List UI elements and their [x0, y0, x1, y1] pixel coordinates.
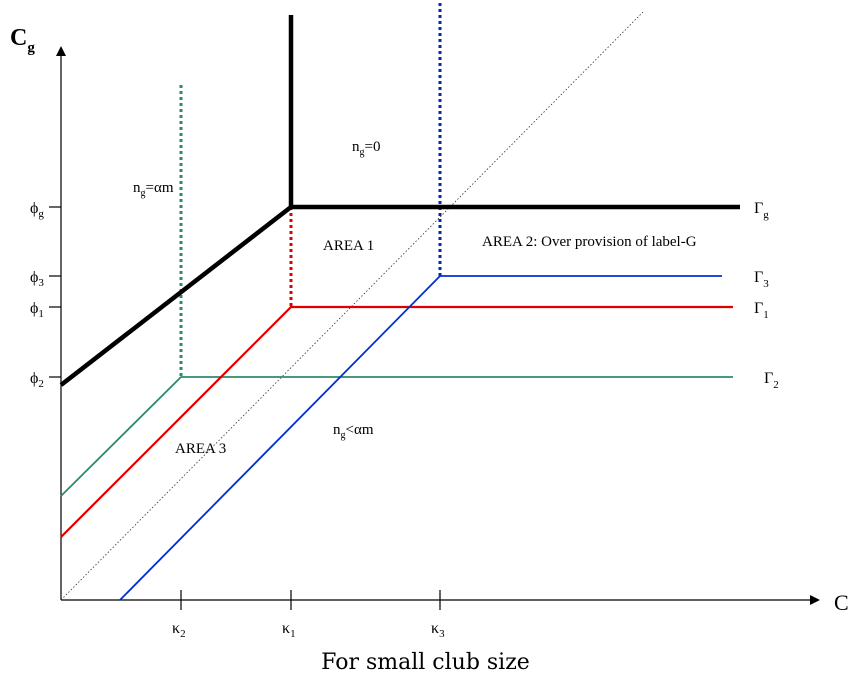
- region-label-ng-alpha-m: ng=αm: [133, 180, 174, 199]
- label-gamma-g: Γg: [754, 200, 769, 221]
- region-label-ng-zero: ng=0: [352, 139, 380, 158]
- gamma-3-curve: [119, 275, 722, 601]
- gamma-2-curve: [60, 376, 733, 497]
- region-label-area1: AREA 1: [323, 238, 374, 254]
- x-label-kappa-2: κ2: [172, 620, 186, 640]
- y-axis-label: Cg: [10, 25, 35, 56]
- label-gamma-3: Γ3: [754, 269, 769, 290]
- y-label-phi-1: ϕ1: [30, 300, 44, 320]
- x-axis-label: C: [834, 590, 849, 615]
- x-label-kappa-3: κ3: [431, 620, 445, 640]
- x-label-kappa-1: κ1: [282, 620, 296, 640]
- y-label-phi-2: ϕ2: [30, 370, 44, 390]
- label-gamma-2: Γ2: [764, 370, 779, 391]
- label-gamma-1: Γ1: [754, 300, 769, 321]
- gamma-1-curve: [60, 305, 733, 538]
- region-label-ng-less-alpha-m: ng<αm: [333, 422, 374, 441]
- diagram-canvas: Cg C ϕg ϕ3 ϕ1 ϕ2 κ2 κ1 κ3 Γg Γ3 Γ1 Γ2 ng…: [10, 3, 849, 640]
- figure-caption: For small club size: [321, 650, 530, 675]
- y-label-phi-3: ϕ3: [30, 269, 44, 289]
- region-label-area2: AREA 2: Over provision of label-G: [482, 234, 697, 250]
- region-label-area3: AREA 3: [175, 441, 226, 457]
- y-label-phi-g: ϕg: [30, 200, 44, 220]
